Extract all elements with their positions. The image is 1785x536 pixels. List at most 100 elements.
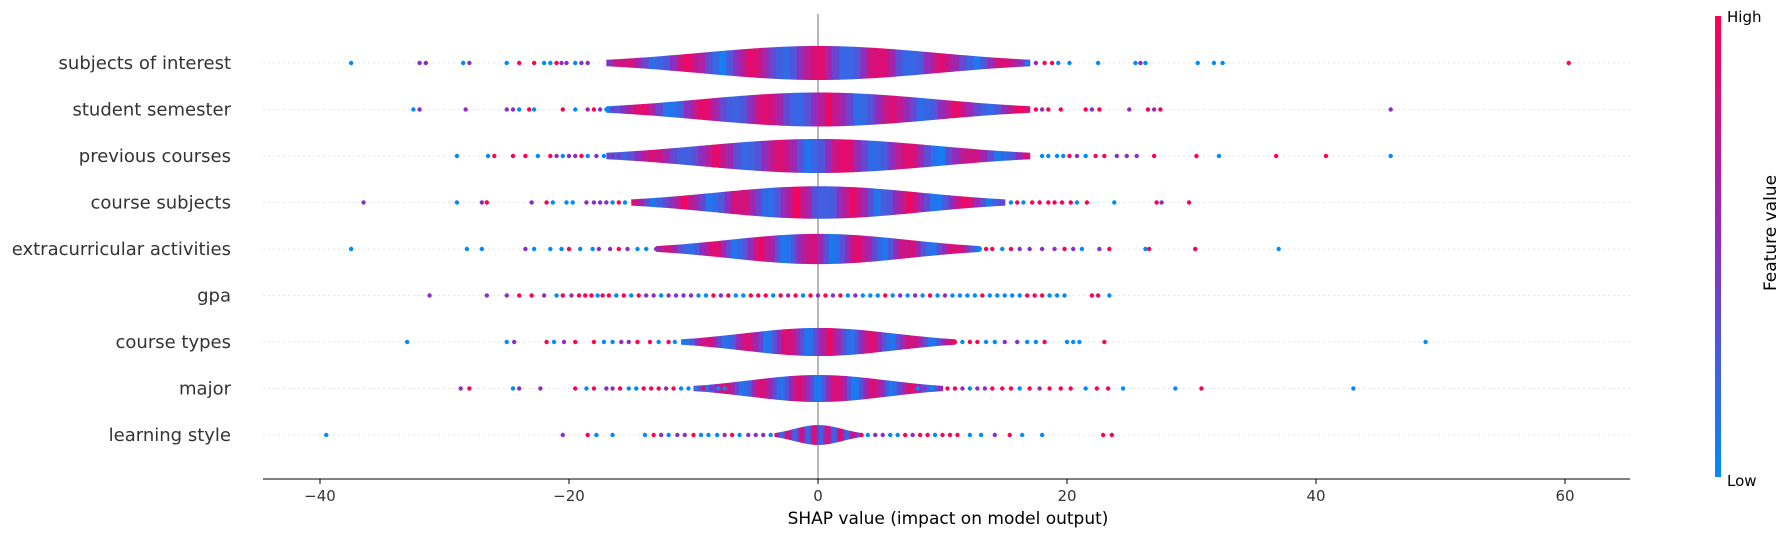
- outlier-dot: [1083, 107, 1088, 112]
- outlier-dot: [566, 153, 572, 159]
- outlier-dot: [1064, 339, 1070, 345]
- outlier-dot: [726, 293, 731, 298]
- violin-slice: [1015, 151, 1024, 161]
- violin-slice: [916, 51, 925, 75]
- violin-slice: [925, 241, 932, 257]
- violin-slice: [712, 97, 720, 122]
- violin-slice: [961, 196, 968, 209]
- outlier-dot: [642, 432, 648, 438]
- outlier-dot: [671, 386, 676, 391]
- violin-slice: [796, 92, 805, 127]
- violin-slice: [790, 328, 796, 356]
- violin-slice: [722, 335, 728, 349]
- violin-slice: [849, 186, 856, 219]
- violin-slice: [720, 240, 727, 258]
- outlier-dot: [865, 432, 870, 438]
- violin-slice: [931, 242, 938, 256]
- violin-slice: [818, 327, 824, 357]
- violin-slice: [850, 234, 857, 264]
- outlier-dot: [895, 432, 900, 438]
- violin-slice: [854, 329, 860, 355]
- outlier-dot: [531, 107, 537, 112]
- outlier-dot: [579, 60, 584, 66]
- violin-slice: [839, 234, 846, 264]
- violin-slice: [922, 336, 929, 348]
- outlier-dot: [1158, 107, 1163, 112]
- violin-slice: [666, 245, 673, 253]
- outlier-dot: [510, 386, 516, 391]
- violin-slice: [796, 46, 805, 80]
- outlier-dot: [686, 386, 691, 391]
- outlier-dot: [1046, 200, 1051, 205]
- violin-slice: [781, 329, 787, 355]
- outlier-dot: [793, 293, 798, 298]
- violin-slice: [719, 143, 727, 169]
- outlier-dot: [1024, 293, 1030, 298]
- violin-slice: [803, 92, 812, 127]
- outlier-dot: [1000, 386, 1005, 391]
- outlier-dot: [952, 339, 958, 345]
- violin-slice: [959, 147, 967, 165]
- violin-slice: [888, 95, 897, 124]
- outlier-dot: [957, 293, 963, 298]
- violin-slice: [818, 233, 824, 265]
- violin-slice: [793, 186, 800, 219]
- outlier-dot: [1068, 386, 1073, 391]
- violin-slice: [648, 56, 657, 70]
- violin-slice: [874, 47, 883, 79]
- violin-slice: [737, 238, 744, 260]
- outlier-dot: [544, 339, 549, 345]
- outlier-dot: [576, 293, 582, 298]
- violin-slice: [867, 47, 876, 79]
- outlier-dot: [1039, 293, 1045, 298]
- violin-slice: [726, 239, 733, 259]
- outlier-dot: [718, 293, 724, 298]
- outlier-dot: [591, 386, 597, 391]
- outlier-dot: [992, 339, 997, 345]
- violin-slice: [840, 328, 846, 356]
- outlier-dot: [1146, 246, 1152, 252]
- violin-slice: [691, 53, 699, 73]
- violin-slice: [758, 236, 765, 262]
- outlier-dot: [1008, 200, 1014, 205]
- violin-slice: [627, 151, 636, 161]
- outlier-dot: [1114, 153, 1120, 159]
- violin-slice: [705, 98, 713, 121]
- violin-slice: [669, 54, 678, 72]
- outlier-dot: [564, 60, 569, 66]
- violin-slice: [799, 328, 805, 356]
- violin-slice: [620, 151, 629, 161]
- outlier-dot: [952, 386, 958, 391]
- violin-slice: [909, 240, 916, 258]
- outlier-dot: [673, 293, 679, 298]
- violin-slice: [923, 98, 932, 121]
- outlier-dot: [635, 246, 640, 252]
- outlier-dot: [458, 386, 463, 391]
- outlier-dot: [1423, 339, 1428, 345]
- colorbar-low-label: Low: [1727, 472, 1757, 490]
- violin-slice: [886, 332, 892, 352]
- violin-slice: [877, 331, 883, 353]
- violin-slice: [683, 243, 690, 255]
- outlier-dot: [701, 386, 706, 391]
- violin-slice: [861, 235, 868, 263]
- violin-slice: [793, 375, 798, 402]
- outlier-dot: [845, 293, 851, 298]
- violin-slice: [754, 140, 763, 172]
- outlier-dot: [873, 432, 878, 438]
- violin-slice: [880, 188, 888, 217]
- violin-slice: [634, 57, 643, 69]
- outlier-dot: [1039, 432, 1045, 438]
- violin-slice: [764, 235, 771, 263]
- violin-slice: [923, 51, 932, 75]
- outlier-dot: [531, 246, 537, 252]
- violin-slice: [733, 142, 741, 170]
- outlier-dot: [629, 293, 634, 298]
- feature-labels: subjects of interest student semester prev…: [12, 53, 232, 446]
- violin-slice: [761, 140, 770, 172]
- outlier-dot: [648, 386, 654, 391]
- violin-slice: [844, 234, 851, 264]
- outlier-dot: [554, 153, 559, 159]
- violin: [774, 425, 863, 445]
- outlier-dot: [601, 339, 607, 345]
